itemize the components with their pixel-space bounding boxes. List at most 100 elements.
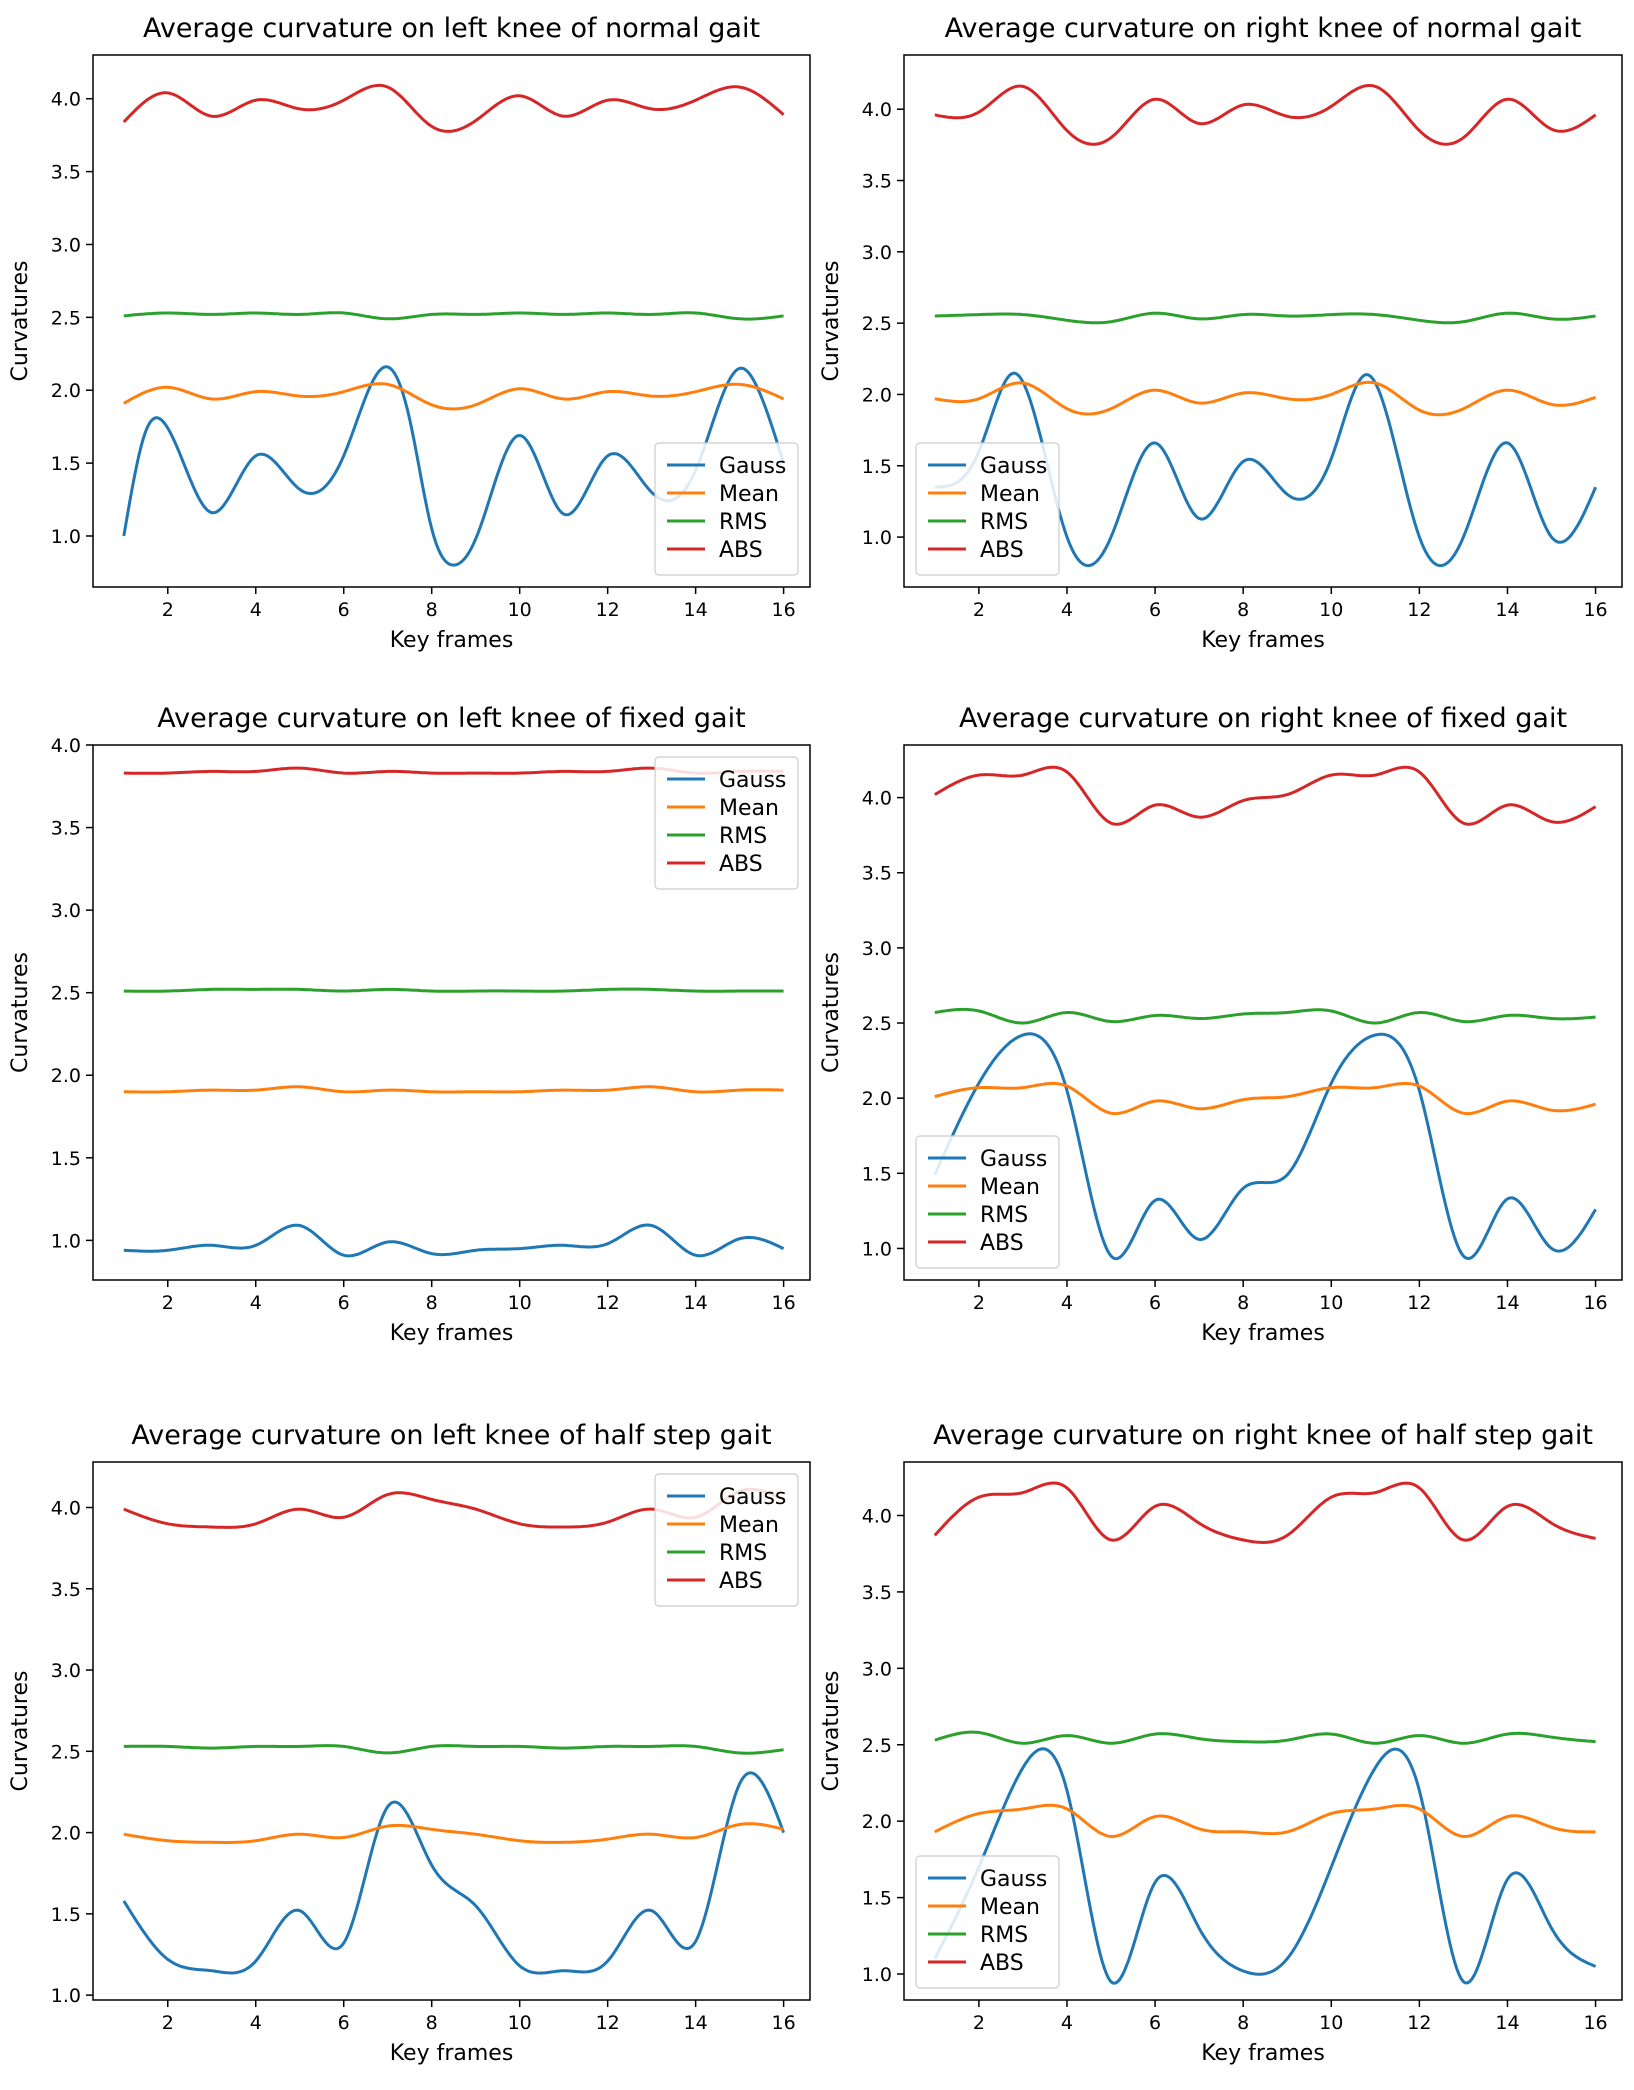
x-tick-label: 10 [508,2012,532,2034]
x-tick-label: 2 [973,599,985,621]
x-tick-label: 6 [338,1292,350,1314]
series-line-abs [934,765,1597,826]
y-tick-label: 2.0 [862,384,892,406]
legend-box [654,442,799,576]
y-tick-label: 3.0 [51,1660,81,1682]
y-tick-label: 4.0 [51,1498,81,1520]
y-tick-label: 1.5 [51,453,81,475]
x-tick-label: 14 [1495,599,1519,621]
legend-label-mean: Mean [719,482,779,507]
y-tick-label: 4.0 [862,99,892,121]
x-tick-label: 16 [772,1292,796,1314]
series-line-mean [934,380,1597,417]
y-tick-label: 2.5 [51,307,81,329]
legend-label-abs: ABS [980,538,1024,563]
legend-label-rms: RMS [980,1203,1028,1228]
x-tick-label: 12 [1407,599,1431,621]
x-tick-label: 14 [684,2012,708,2034]
series-line-rms [934,1007,1596,1025]
legend-label-abs: ABS [719,538,763,563]
legend-label-mean: Mean [719,796,779,821]
y-tick-label: 1.0 [862,1964,892,1986]
y-tick-label: 3.5 [51,162,81,184]
x-tick-label: 12 [596,599,620,621]
y-tick-label: 1.5 [862,1163,892,1185]
y-tick-label: 1.5 [51,1904,81,1926]
x-tick-label: 10 [1319,2012,1343,2034]
x-tick-label: 14 [1495,2012,1519,2034]
x-tick-label: 4 [250,599,262,621]
series-line-abs [122,83,785,133]
y-tick-label: 2.5 [862,1013,892,1035]
legend-label-gauss: Gauss [719,768,786,793]
legend-box [915,1135,1060,1269]
x-tick-label: 4 [1061,2012,1073,2034]
y-tick-label: 2.5 [51,1741,81,1763]
plot-frame [92,54,811,588]
legend-label-rms: RMS [980,510,1028,535]
legend-label-mean: Mean [980,482,1040,507]
chart-panel: Average curvature on right knee of norma… [819,13,1623,653]
x-tick-label: 8 [1237,2012,1249,2034]
y-tick-label: 1.5 [862,456,892,478]
x-axis-label: Key frames [1201,1321,1325,1346]
legend: Gauss Mean RMS ABS [654,1473,799,1607]
chart-title: Average curvature on left knee of normal… [143,13,760,44]
series-line-gauss [123,1223,785,1258]
x-axis-label: Key frames [390,1321,514,1346]
y-tick-label: 1.0 [51,1230,81,1252]
legend-label-abs: ABS [980,1231,1024,1256]
legend-label-gauss: Gauss [980,1867,1047,1892]
legend-label-gauss: Gauss [719,1485,786,1510]
legend-label-rms: RMS [719,824,767,849]
y-axis-label: Curvatures [819,1671,844,1792]
y-tick-label: 1.0 [862,1238,892,1260]
y-tick-label: 2.5 [862,313,892,335]
y-axis-label: Curvatures [8,261,33,382]
x-tick-label: 8 [426,2012,438,2034]
x-tick-label: 16 [1583,2012,1607,2034]
y-tick-label: 3.5 [862,863,892,885]
x-tick-label: 2 [973,2012,985,2034]
chart-panel: Average curvature on right knee of fixed… [819,703,1623,1346]
y-tick-label: 4.0 [51,89,81,111]
x-tick-label: 4 [1061,1292,1073,1314]
series-line-mean [123,1822,784,1844]
legend: Gauss Mean RMS ABS [654,756,799,890]
x-tick-label: 14 [1495,1292,1519,1314]
chart-panel: Average curvature on left knee of half s… [8,1420,811,2066]
legend: Gauss Mean RMS ABS [915,442,1060,576]
series-line-gauss [933,1747,1597,1985]
x-axis-label: Key frames [390,628,514,653]
plot-frame [92,744,811,1281]
y-tick-label: 2.0 [862,1811,892,1833]
legend: Gauss Mean RMS ABS [915,1855,1060,1989]
x-tick-label: 14 [684,1292,708,1314]
chart-title: Average curvature on right knee of fixed… [959,703,1567,734]
y-tick-label: 3.5 [862,1582,892,1604]
x-axis-label: Key frames [390,2041,514,2066]
x-axis-label: Key frames [1201,2041,1325,2066]
plot-frame [92,1461,811,2001]
y-tick-label: 2.0 [51,1823,81,1845]
y-tick-label: 2.5 [51,983,81,1005]
chart-panel: Average curvature on left knee of fixed … [8,703,811,1346]
x-tick-label: 8 [426,599,438,621]
series-line-abs [934,84,1597,146]
x-tick-label: 8 [426,1292,438,1314]
y-axis-label: Curvatures [819,952,844,1073]
x-tick-label: 4 [1061,599,1073,621]
plot-frame [903,54,1623,588]
x-tick-label: 10 [508,599,532,621]
legend-label-rms: RMS [719,510,767,535]
x-tick-label: 6 [338,599,350,621]
series-line-mean [934,1081,1596,1116]
chart-title: Average curvature on right knee of half … [933,1420,1593,1451]
y-tick-label: 3.0 [51,900,81,922]
x-tick-label: 4 [250,1292,262,1314]
y-tick-label: 3.0 [862,242,892,264]
series-line-mean [934,1803,1596,1838]
y-axis-label: Curvatures [8,952,33,1073]
legend-label-mean: Mean [980,1175,1040,1200]
x-tick-label: 12 [596,2012,620,2034]
